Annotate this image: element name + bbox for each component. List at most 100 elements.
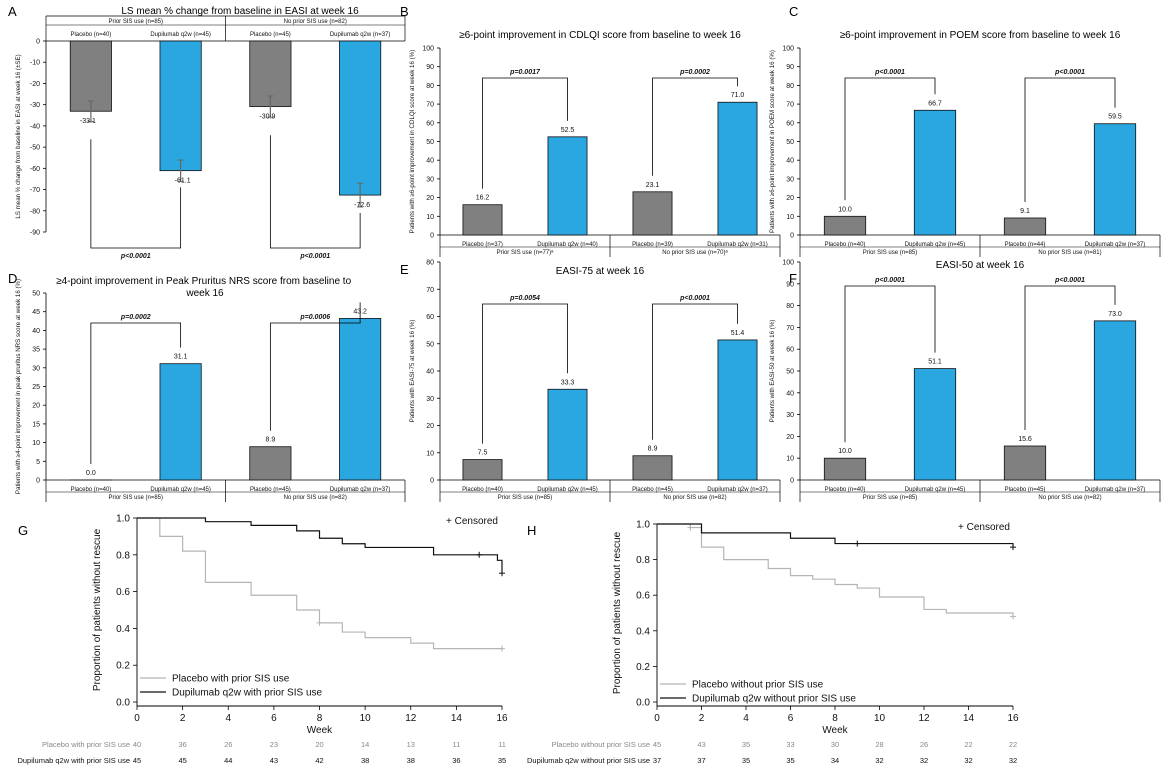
y-tick-label-f-8: 80 <box>786 303 794 310</box>
x-axis-label-h: Week <box>822 725 848 736</box>
p-value-e-0: p=0.0054 <box>509 295 540 302</box>
y-axis-label-b: Patients with ≥6-point improvement in CD… <box>409 50 416 234</box>
km-curve-g-1 <box>137 517 503 574</box>
x-tick-label-h-1: 2 <box>699 713 705 724</box>
at-risk-count-h-0-5: 28 <box>875 740 883 749</box>
x-tick-label-h-0: 0 <box>654 713 660 724</box>
at-risk-count-g-1-6: 38 <box>407 756 415 765</box>
p-value-b-0: p=0.0017 <box>509 69 541 76</box>
y-tick-label-h-3: 0.6 <box>636 591 650 602</box>
category-label-a-1: Dupilumab q2w (n=45) <box>150 32 211 38</box>
category-label-e-2: Placebo (n=45) <box>632 487 673 493</box>
x-tick-label-h-4: 8 <box>832 713 838 724</box>
x-tick-label-h-3: 6 <box>788 713 794 724</box>
bar-e-0 <box>462 459 503 481</box>
y-tick-label-d-1: 5 <box>36 459 40 466</box>
legend-label-h-0: Placebo without prior SIS use <box>692 680 824 691</box>
at-risk-count-h-0-1: 43 <box>697 740 705 749</box>
category-label-d-3: Dupilumab q2w (n=37) <box>330 487 391 493</box>
at-risk-count-h-1-2: 35 <box>742 756 750 765</box>
y-tick-label-c-6: 60 <box>786 120 794 127</box>
at-risk-count-g-0-7: 11 <box>452 740 460 749</box>
panel-title-e: EASI-75 at week 16 <box>556 266 645 277</box>
comparison-bracket-c-0 <box>844 77 936 201</box>
y-tick-label-f-5: 50 <box>786 369 794 376</box>
data-label-a-3: -72.6 <box>354 202 370 209</box>
category-label-b-2: Placebo (n=39) <box>632 242 673 248</box>
at-risk-count-h-1-3: 35 <box>786 756 794 765</box>
data-label-b-2: 23.1 <box>646 182 660 189</box>
at-risk-count-g-1-5: 38 <box>361 756 369 765</box>
data-label-e-2: 8.9 <box>648 446 658 453</box>
at-risk-row-label-h-1: Dupilumab q2w without prior SIS use <box>527 756 650 765</box>
group-label-e-1: No prior SIS use (n=82) <box>663 495 726 501</box>
y-axis-label-h: Proportion of patients without rescue <box>612 531 623 694</box>
at-risk-row-label-g-1: Dupilumab q2w with prior SIS use <box>17 756 130 765</box>
km-curve-h-1 <box>657 523 1014 548</box>
at-risk-count-g-1-1: 45 <box>178 756 186 765</box>
p-value-d-0: p=0.0002 <box>120 314 151 321</box>
data-label-b-0: 16.2 <box>476 195 490 202</box>
category-label-e-1: Dupilumab q2w (n=45) <box>537 487 598 493</box>
y-tick-label-c-10: 100 <box>782 46 794 53</box>
legend-label-g-1: Dupilumab q2w with prior SIS use <box>172 688 323 699</box>
panel-title-a: LS mean % change from baseline in EASI a… <box>121 6 359 17</box>
group-label-b-1: No prior SIS use (n=70)ᵃ <box>662 250 728 256</box>
data-label-b-1: 52.5 <box>561 127 575 134</box>
data-label-b-3: 71.0 <box>731 92 745 99</box>
bar-b-3 <box>717 101 758 236</box>
comparison-bracket-a-1 <box>269 135 361 249</box>
panel-letter-f: F <box>789 271 797 286</box>
group-label-b-0: Prior SIS use (n=77)ᵃ <box>497 250 555 256</box>
data-label-d-1: 31.1 <box>174 354 188 361</box>
y-tick-label-h-5: 1.0 <box>636 520 650 531</box>
x-tick-label-h-7: 14 <box>963 713 975 724</box>
at-risk-count-h-1-7: 32 <box>964 756 972 765</box>
panel-letter-h: H <box>527 523 536 538</box>
y-tick-label-d-5: 25 <box>32 384 40 391</box>
x-tick-label-g-3: 6 <box>271 713 277 724</box>
at-risk-count-h-1-0: 37 <box>653 756 661 765</box>
at-risk-count-g-0-0: 40 <box>133 740 141 749</box>
bar-f-0 <box>823 457 867 481</box>
group-label-c-1: No prior SIS use (n=81) <box>1038 250 1101 256</box>
legend-label-g-0: Placebo with prior SIS use <box>172 674 290 685</box>
at-risk-count-g-0-8: 11 <box>498 740 506 749</box>
y-tick-label-g-5: 1.0 <box>116 514 130 525</box>
bar-f-1 <box>913 368 957 481</box>
bar-c-3 <box>1093 123 1137 236</box>
at-risk-count-h-0-6: 26 <box>920 740 928 749</box>
bar-c-0 <box>823 215 867 236</box>
y-tick-label-e-3: 30 <box>426 396 434 403</box>
bar-e-2 <box>632 455 673 481</box>
y-tick-label-a-7: -70 <box>30 187 40 194</box>
data-label-c-1: 66.7 <box>928 100 942 107</box>
category-label-e-0: Placebo (n=40) <box>462 487 503 493</box>
bar-c-1 <box>913 109 957 236</box>
y-tick-label-b-9: 90 <box>426 64 434 71</box>
comparison-bracket-d-0 <box>90 322 182 464</box>
y-tick-label-g-1: 0.2 <box>116 661 130 672</box>
x-tick-label-g-7: 14 <box>451 713 463 724</box>
y-tick-label-a-6: -60 <box>30 166 40 173</box>
y-tick-label-f-10: 100 <box>782 260 794 267</box>
y-tick-label-f-0: 0 <box>790 478 794 485</box>
y-tick-label-e-4: 40 <box>426 369 434 376</box>
km-curve-h-0 <box>657 523 1014 617</box>
at-risk-count-g-0-3: 23 <box>270 740 278 749</box>
data-label-e-0: 7.5 <box>478 450 488 457</box>
group-label-e-0: Prior SIS use (n=85) <box>498 495 553 501</box>
comparison-bracket-b-0 <box>482 77 568 189</box>
y-tick-label-d-8: 40 <box>32 328 40 335</box>
y-tick-label-d-9: 45 <box>32 309 40 316</box>
y-tick-label-f-4: 40 <box>786 390 794 397</box>
group-label-d-0: Prior SIS use (n=85) <box>108 495 163 501</box>
y-tick-label-b-7: 70 <box>426 102 434 109</box>
y-tick-label-d-7: 35 <box>32 347 40 354</box>
at-risk-count-g-0-5: 14 <box>361 740 369 749</box>
group-label-a-0: Prior SIS use (n=85) <box>108 19 163 25</box>
panel-letter-a: A <box>8 4 17 19</box>
category-label-d-1: Dupilumab q2w (n=45) <box>150 487 211 493</box>
y-tick-label-a-0: 0 <box>36 39 40 46</box>
data-label-a-0: -33.1 <box>80 118 96 125</box>
